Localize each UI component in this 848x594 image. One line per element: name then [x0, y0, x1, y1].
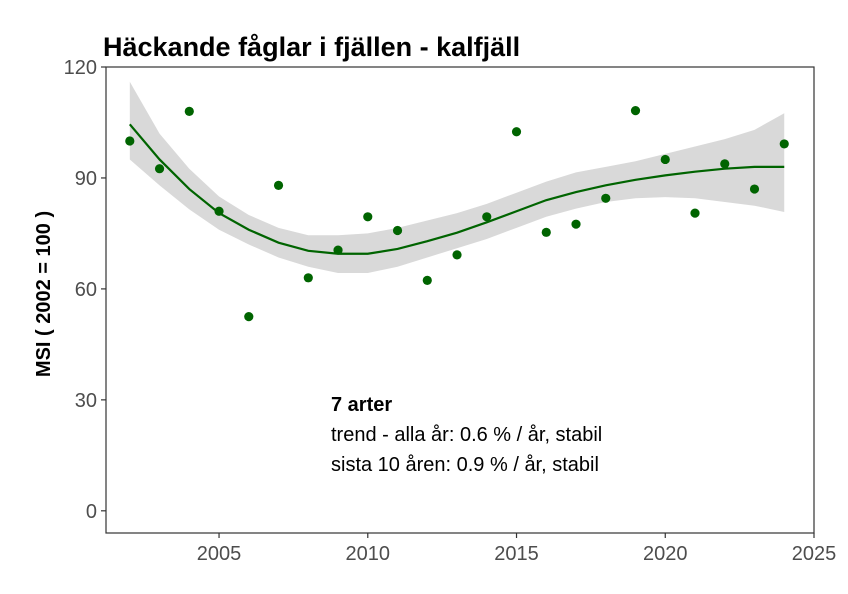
plot-area: 0 30 60 90 120 2005 2010 2015 2020 2025 [64, 57, 837, 565]
data-point [244, 312, 254, 322]
trend-line [128, 123, 785, 255]
data-point [571, 219, 581, 229]
data-point [125, 136, 135, 146]
y-tick-label: 90 [75, 168, 97, 190]
x-tick-label: 2015 [494, 543, 539, 565]
data-point [184, 106, 194, 116]
annotation-trend-last-10-years: sista 10 åren: 0.9 % / år, stabil [331, 454, 599, 476]
data-point [541, 227, 551, 237]
data-point [690, 208, 700, 218]
data-point [779, 139, 789, 149]
data-point [482, 212, 492, 222]
data-point [333, 245, 343, 255]
data-point [363, 212, 373, 222]
y-tick-label: 60 [75, 279, 97, 301]
data-point [601, 193, 611, 203]
chart-title: Häckande fåglar i fjällen - kalfjäll [103, 32, 520, 62]
confidence-ribbon [129, 81, 785, 273]
y-tick-label: 0 [86, 501, 97, 523]
data-point [660, 154, 670, 165]
data-point [273, 180, 284, 190]
y-tick-label: 30 [75, 390, 97, 412]
x-tick-label: 2020 [643, 543, 688, 565]
x-tick-label: 2025 [792, 543, 837, 565]
x-tick-label: 2010 [346, 543, 391, 565]
data-point [154, 164, 165, 174]
data-point [511, 127, 522, 137]
data-point [303, 273, 313, 283]
annotation-trend-all-years: trend - alla år: 0.6 % / år, stabil [331, 424, 602, 446]
data-point [720, 159, 730, 169]
annotation-species-count: 7 arter [331, 394, 392, 416]
data-point [749, 184, 760, 194]
data-point [392, 225, 403, 236]
data-point [452, 250, 462, 260]
data-point [630, 106, 641, 116]
trend-annotation: 7 arter trend - alla år: 0.6 % / år, sta… [331, 394, 602, 476]
x-tick-label: 2005 [197, 543, 242, 565]
data-point [214, 206, 224, 216]
y-axis-title: MSI ( 2002 = 100 ) [33, 211, 55, 377]
plot-border [105, 66, 815, 534]
y-tick-label: 120 [64, 57, 97, 79]
data-point [422, 275, 432, 285]
